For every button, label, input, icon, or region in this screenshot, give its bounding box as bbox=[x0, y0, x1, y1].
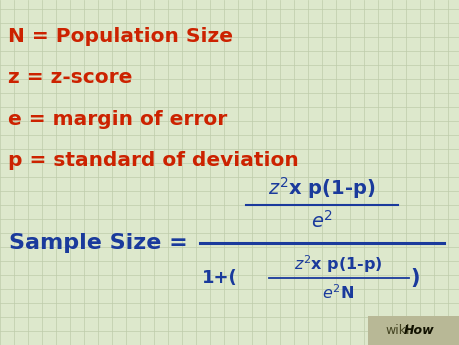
Text: N = Population Size: N = Population Size bbox=[8, 27, 233, 46]
Text: How: How bbox=[403, 324, 434, 337]
Text: wiki: wiki bbox=[385, 324, 409, 337]
Bar bbox=[367, 316, 459, 345]
Text: ): ) bbox=[409, 268, 419, 288]
Text: $e^2$: $e^2$ bbox=[310, 210, 332, 232]
Text: e = margin of error: e = margin of error bbox=[8, 109, 227, 129]
Text: z = z-score: z = z-score bbox=[8, 68, 132, 87]
Text: $z^2$x p(1-p): $z^2$x p(1-p) bbox=[268, 175, 375, 201]
Text: Sample Size =: Sample Size = bbox=[9, 233, 195, 253]
Text: $z^2$x p(1-p): $z^2$x p(1-p) bbox=[293, 253, 381, 275]
Text: 1+(: 1+( bbox=[202, 269, 238, 287]
Text: $e^2$N: $e^2$N bbox=[321, 283, 353, 302]
Text: p = standard of deviation: p = standard of deviation bbox=[8, 151, 298, 170]
